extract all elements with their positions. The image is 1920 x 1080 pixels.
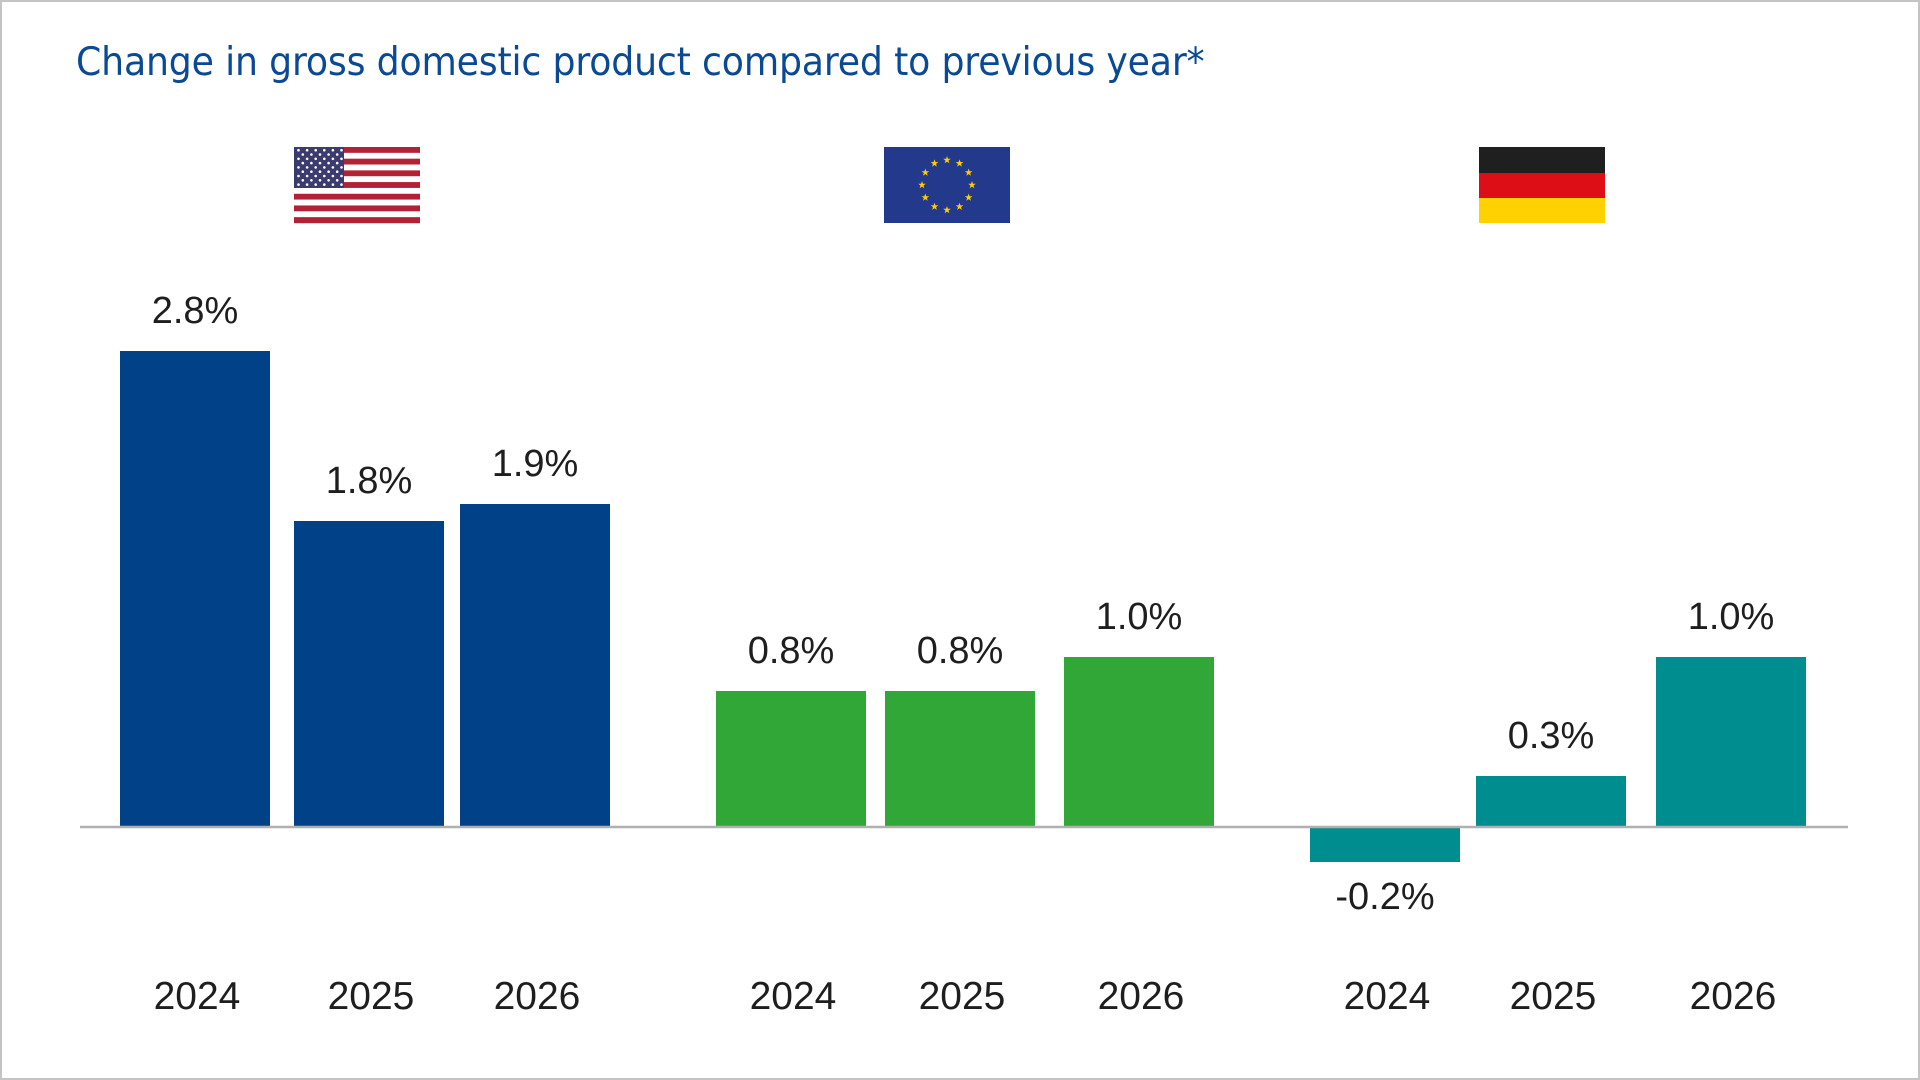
us-flag-icon bbox=[294, 147, 420, 224]
bar-eu-2025 bbox=[885, 691, 1035, 827]
value-label-de-2026: 1.0% bbox=[1688, 596, 1775, 638]
chart-title: Change in gross domestic product compare… bbox=[76, 40, 1205, 85]
value-label-us-2024: 2.8% bbox=[152, 290, 239, 332]
year-label-eu-2025: 2025 bbox=[919, 975, 1006, 1018]
value-label-eu-2026: 1.0% bbox=[1096, 596, 1183, 638]
year-label-eu-2024: 2024 bbox=[750, 975, 837, 1018]
bar-us-2025 bbox=[294, 521, 444, 827]
year-labels-layer: 2024 2025 2026 2024 2025 2026 2024 2025 2026 bbox=[154, 975, 1777, 1018]
bar-de-2025 bbox=[1476, 776, 1626, 827]
value-label-us-2025: 1.8% bbox=[326, 460, 413, 502]
year-label-de-2024: 2024 bbox=[1344, 975, 1431, 1018]
value-label-de-2024: -0.2% bbox=[1335, 876, 1434, 918]
year-label-us-2026: 2026 bbox=[494, 975, 581, 1018]
bars-layer bbox=[120, 351, 1806, 862]
bar-us-2024 bbox=[120, 351, 270, 827]
bar-eu-2026 bbox=[1064, 657, 1214, 827]
bar-us-2026 bbox=[460, 504, 610, 827]
year-label-eu-2026: 2026 bbox=[1098, 975, 1185, 1018]
eu-flag-icon bbox=[884, 147, 1010, 223]
value-label-eu-2025: 0.8% bbox=[917, 630, 1004, 672]
bar-eu-2024 bbox=[716, 691, 866, 827]
year-label-de-2025: 2025 bbox=[1510, 975, 1597, 1018]
year-label-us-2025: 2025 bbox=[328, 975, 415, 1018]
value-label-de-2025: 0.3% bbox=[1508, 715, 1595, 757]
value-label-us-2026: 1.9% bbox=[492, 443, 579, 485]
value-labels-layer: 2.8% 1.8% 1.9% 0.8% 0.8% 1.0% -0.2% 0.3% 1.0% bbox=[152, 290, 1775, 918]
year-label-de-2026: 2026 bbox=[1690, 975, 1777, 1018]
bar-de-2026 bbox=[1656, 657, 1806, 827]
year-label-us-2024: 2024 bbox=[154, 975, 241, 1018]
bar-de-2024 bbox=[1310, 828, 1460, 862]
value-label-eu-2024: 0.8% bbox=[748, 630, 835, 672]
de-flag-icon bbox=[1479, 147, 1605, 223]
